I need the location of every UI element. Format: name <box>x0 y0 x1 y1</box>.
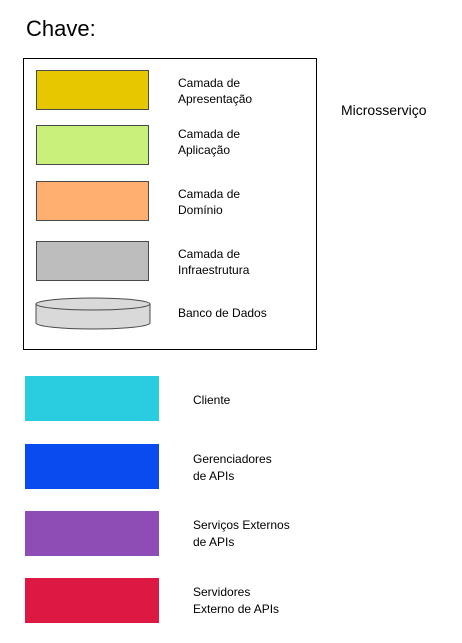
database-label: Banco de Dados <box>178 306 267 320</box>
api-managers-swatch <box>25 444 159 489</box>
application-layer-label-line1: Camada de <box>178 127 241 141</box>
api-managers-label: Gerenciadores de APIs <box>193 451 272 485</box>
external-api-services-label: Serviços Externos de APIs <box>193 517 290 551</box>
domain-layer-swatch <box>36 181 149 221</box>
external-api-servers-label-line2: Externo de APIs <box>193 602 280 616</box>
client-label-line1: Cliente <box>193 393 231 407</box>
external-api-servers-swatch <box>25 578 159 623</box>
api-managers-label-line1: Gerenciadores <box>193 452 272 466</box>
application-layer-label-line2: Aplicação <box>178 143 231 157</box>
microservice-legend-box <box>23 58 317 350</box>
presentation-layer-label: Camada de Apresentação <box>178 75 252 107</box>
domain-layer-label-line1: Camada de <box>178 187 241 201</box>
external-api-services-label-line2: de APIs <box>193 535 235 549</box>
presentation-layer-label-line2: Apresentação <box>178 92 253 106</box>
client-label: Cliente <box>193 392 230 409</box>
external-api-servers-label: Servidores Externo de APIs <box>193 584 279 618</box>
api-managers-label-line2: de APIs <box>193 469 235 483</box>
database-cylinder-icon <box>35 297 151 330</box>
microservice-label: Microsserviço <box>341 102 427 118</box>
infrastructure-layer-label-line1: Camada de <box>178 247 241 261</box>
application-layer-swatch <box>36 125 149 165</box>
external-api-services-swatch <box>25 511 159 556</box>
external-api-servers-label-line1: Servidores <box>193 585 251 599</box>
application-layer-label: Camada de Aplicação <box>178 126 240 158</box>
domain-layer-label-line2: Domínio <box>178 203 223 217</box>
domain-layer-label: Camada de Domínio <box>178 186 240 218</box>
client-swatch <box>25 376 159 421</box>
external-api-services-label-line1: Serviços Externos <box>193 518 290 532</box>
presentation-layer-swatch <box>36 70 149 110</box>
infrastructure-layer-label: Camada de Infraestrutura <box>178 246 249 278</box>
presentation-layer-label-line1: Camada de <box>178 76 241 90</box>
infrastructure-layer-swatch <box>36 241 149 281</box>
infrastructure-layer-label-line2: Infraestrutura <box>178 263 250 277</box>
legend-title: Chave: <box>26 16 96 41</box>
